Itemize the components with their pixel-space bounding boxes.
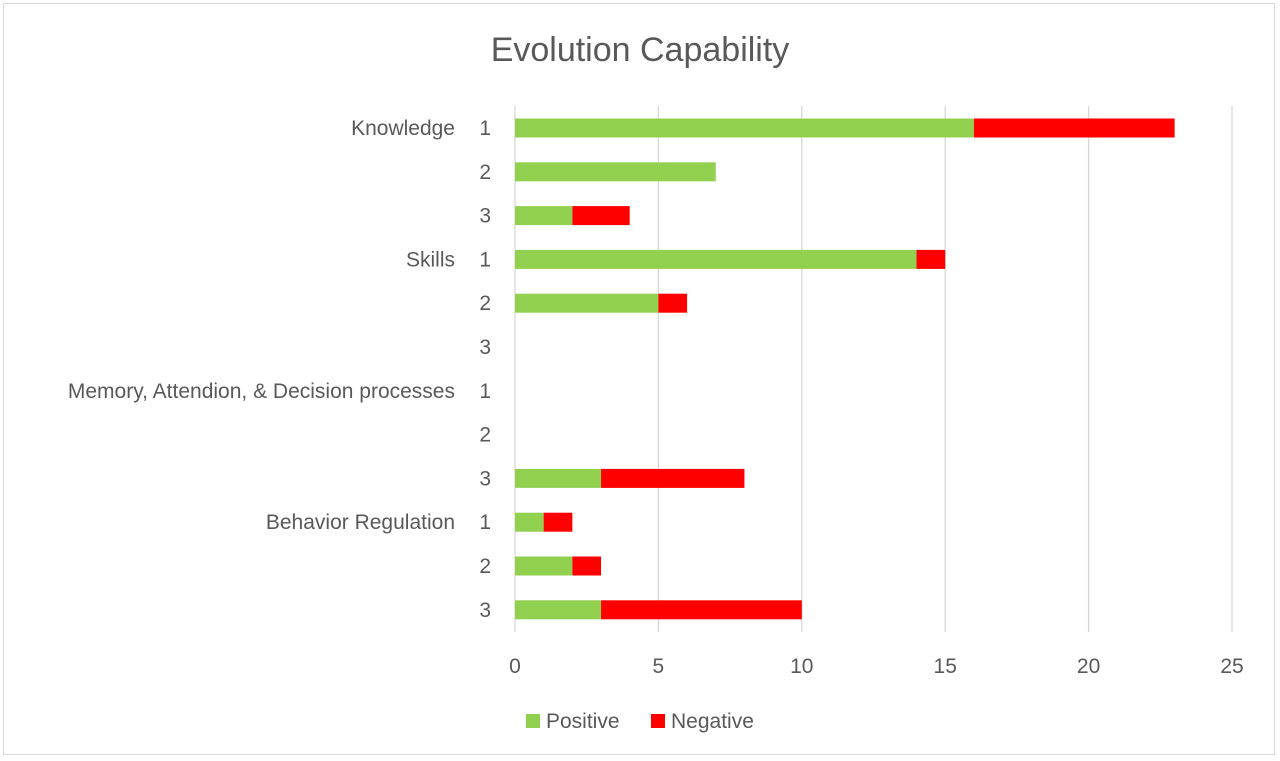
legend-label-negative: Negative (671, 710, 754, 733)
chart-title: Evolution Capability (491, 31, 790, 69)
bar-positive-4 (515, 293, 659, 313)
bar-positive-11 (515, 600, 602, 620)
category-label: 3 (479, 205, 491, 228)
legend-label-positive: Positive (546, 710, 620, 733)
bar-positive-9 (515, 512, 544, 532)
x-tick-label: 20 (1077, 655, 1100, 678)
bars (515, 118, 1175, 620)
bar-positive-2 (515, 206, 573, 226)
category-label: 3 (479, 467, 491, 490)
group-label: Skills (406, 248, 455, 271)
x-tick-label: 25 (1220, 655, 1243, 678)
bar-negative-0 (973, 118, 1175, 138)
bar-negative-11 (601, 600, 802, 620)
x-tick-label: 0 (509, 655, 521, 678)
category-label: 3 (479, 599, 491, 622)
group-label: Memory, Attendion, & Decision processes (68, 380, 455, 403)
bar-positive-1 (515, 162, 716, 182)
category-label: 2 (479, 424, 491, 447)
gridlines (514, 106, 1233, 632)
bar-positive-0 (515, 118, 974, 138)
legend: Positive Negative (526, 710, 754, 733)
category-label: 3 (479, 336, 491, 359)
category-label: 1 (479, 117, 491, 140)
x-tick-label: 10 (790, 655, 813, 678)
legend-swatch-negative (651, 714, 665, 728)
category-label: 1 (479, 511, 491, 534)
x-axis-ticks: 0 5 10 15 20 25 (509, 655, 1244, 678)
x-tick-label: 5 (653, 655, 665, 678)
x-tick-label: 15 (934, 655, 957, 678)
category-label: 1 (479, 380, 491, 403)
bar-positive-8 (515, 468, 602, 488)
bar-negative-8 (601, 468, 745, 488)
category-label: 2 (479, 161, 491, 184)
category-labels: 1 Knowledge 2 3 1 Skills 2 3 1 Memory, Attendion,… (68, 117, 491, 622)
bar-negative-10 (572, 556, 602, 576)
bar-negative-3 (916, 249, 946, 269)
bar-positive-10 (515, 556, 573, 576)
category-label: 2 (479, 292, 491, 315)
category-label: 1 (479, 248, 491, 271)
bar-positive-3 (515, 249, 917, 269)
bar-negative-9 (543, 512, 573, 532)
group-label: Behavior Regulation (266, 511, 455, 534)
category-label: 2 (479, 555, 491, 578)
bar-negative-4 (658, 293, 688, 313)
legend-swatch-positive (526, 714, 540, 728)
bar-negative-2 (572, 206, 630, 226)
group-label: Knowledge (351, 117, 455, 140)
